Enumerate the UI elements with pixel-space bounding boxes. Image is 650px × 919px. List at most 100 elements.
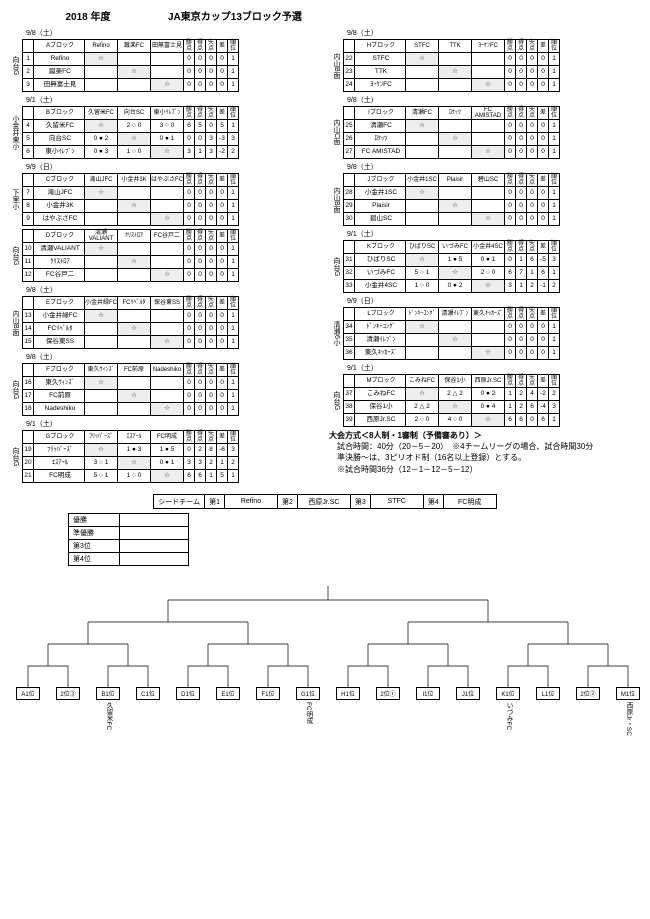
match-cell: 5 ○ 1 — [85, 470, 118, 483]
opponent-hdr: いづみFC — [439, 241, 472, 254]
stat-cell: 0 — [184, 323, 195, 336]
stat-cell: 0 — [538, 53, 549, 66]
stat-cell: 2 — [516, 401, 527, 414]
stat-cell: 0 — [184, 133, 195, 146]
team-name: 小金井緑FC — [34, 310, 85, 323]
team-no: 22 — [344, 53, 355, 66]
match-cell — [118, 336, 151, 349]
stat-cell: 6 — [505, 414, 516, 427]
match-cell: ☆ — [85, 377, 118, 390]
match-cell: ☆ — [406, 120, 439, 133]
team-row: 10清瀬VALIANT☆00001 — [23, 243, 239, 256]
team-no: 33 — [344, 280, 355, 293]
match-cell: ☆ — [151, 336, 184, 349]
stat-cell: 0 — [206, 120, 217, 133]
group-block: 9/9（日）下里小Cブロック滝山JFC小金井3KはやぶさFC勝点得点失点差順位7… — [8, 162, 321, 226]
seed-team: FC明成 — [443, 495, 496, 509]
match-cell — [85, 269, 118, 282]
match-cell: ☆ — [472, 347, 505, 360]
team-name: FCﾘﾍﾞﾙﾀ — [34, 323, 85, 336]
match-cell — [151, 243, 184, 256]
group-block: 9/8（土）向台GFブロック東久ｳｨﾝｽﾞFC前原Nadeshiko勝点得点失点… — [8, 352, 321, 416]
bracket: A1位2位③B1位久留米FCC1位D1位E1位F1位G1位FC明成H1位2位①I… — [8, 570, 642, 760]
team-name: 碧山SC — [355, 213, 406, 226]
stat-cell: 0 — [195, 256, 206, 269]
leaf-label: E1位 — [216, 687, 240, 700]
venue: 清瀬6小 — [329, 307, 343, 360]
stat-cell: 0 — [538, 321, 549, 334]
stat-hdr: 得点 — [195, 230, 206, 243]
stat-cell: 1 — [217, 457, 228, 470]
team-name: 保谷1小 — [355, 401, 406, 414]
stat-cell: 3 — [549, 401, 560, 414]
opponent-hdr: 久留米FC — [85, 107, 118, 120]
stat-cell: 2 — [527, 280, 538, 293]
team-no: 32 — [344, 267, 355, 280]
stat-cell: 1 — [228, 310, 239, 323]
team-row: 2蹴楽FC☆00001 — [23, 66, 239, 79]
opponent-hdr: 清瀬VALIANT — [85, 230, 118, 243]
team-name: 向台SC — [34, 133, 85, 146]
stat-cell: 6 — [527, 401, 538, 414]
stat-cell: 1 — [195, 146, 206, 159]
group-name: Jブロック — [355, 174, 406, 187]
leaf-label: I1位 — [416, 687, 440, 700]
opponent-hdr: FCﾘﾍﾞﾙﾀ — [118, 297, 151, 310]
stat-cell: 0 — [538, 213, 549, 226]
stat-cell: 0 — [195, 200, 206, 213]
stat-cell: 0 — [184, 66, 195, 79]
match-cell: ☆ — [406, 53, 439, 66]
stat-cell: 0 — [184, 256, 195, 269]
stat-cell: 0 — [505, 79, 516, 92]
stat-cell: -3 — [217, 133, 228, 146]
group-table: Jブロック小金井1SCPlaisir碧山SC勝点得点失点差順位28小金井1SC☆… — [343, 173, 560, 226]
match-cell — [406, 200, 439, 213]
group-table: HブロックSTFCTTKﾖｰｹﾝFC勝点得点失点差順位22STFC☆000012… — [343, 39, 560, 92]
stat-cell: 0 — [505, 254, 516, 267]
stat-cell: 2 — [206, 457, 217, 470]
stat-cell: 0 — [516, 66, 527, 79]
stat-cell: 0 — [217, 79, 228, 92]
team-name: 清瀬ｲﾚﾌﾞﾝ — [355, 334, 406, 347]
match-cell: ☆ — [439, 133, 472, 146]
match-cell — [85, 79, 118, 92]
team-no: 34 — [344, 321, 355, 334]
group-table: AブロックRefino蹴楽FC田無富士見勝点得点失点差順位1Refino☆000… — [22, 39, 239, 92]
stat-cell: 0 — [206, 323, 217, 336]
stat-cell: 1 — [549, 321, 560, 334]
stat-hdr: 差 — [538, 107, 549, 120]
opponent-hdr: FC前原 — [118, 364, 151, 377]
stat-cell: 1 — [228, 323, 239, 336]
match-cell: ☆ — [85, 310, 118, 323]
match-cell — [406, 334, 439, 347]
match-cell — [118, 213, 151, 226]
opponent-hdr: 碧山SC — [472, 174, 505, 187]
stat-cell: 1 — [549, 187, 560, 200]
team-no: 16 — [23, 377, 34, 390]
match-cell — [439, 53, 472, 66]
match-cell: ☆ — [472, 280, 505, 293]
leaf-team — [256, 702, 280, 760]
match-cell — [151, 200, 184, 213]
team-row: 4久留米FC☆2 ○ 03 ○ 065051 — [23, 120, 239, 133]
match-cell: 0 ● 3 — [85, 146, 118, 159]
seed-label: シードチーム — [154, 495, 205, 509]
stat-hdr: 差 — [538, 375, 549, 388]
match-cell: ☆ — [406, 388, 439, 401]
stat-cell: 1 — [549, 146, 560, 159]
match-cell: 2 ○ 0 — [472, 267, 505, 280]
venue: 小金井東小 — [8, 106, 22, 159]
match-cell: ☆ — [472, 79, 505, 92]
stat-cell: 0 — [527, 187, 538, 200]
group-table: Bブロック久留米FC向台SC東小ｲﾚﾌﾞﾝ勝点得点失点差順位4久留米FC☆2 ○… — [22, 106, 239, 159]
group-table: Eブロック小金井緑FCFCﾘﾍﾞﾙﾀ保谷東SS勝点得点失点差順位13小金井緑FC… — [22, 296, 239, 349]
match-cell — [118, 403, 151, 416]
stat-cell: 0 — [206, 213, 217, 226]
stat-cell: 1 — [228, 53, 239, 66]
stat-hdr: 勝点 — [505, 174, 516, 187]
match-cell — [406, 347, 439, 360]
stat-cell: 0 — [206, 403, 217, 416]
match-cell — [85, 256, 118, 269]
stat-cell: 1 — [549, 53, 560, 66]
leaf-team — [136, 702, 160, 760]
